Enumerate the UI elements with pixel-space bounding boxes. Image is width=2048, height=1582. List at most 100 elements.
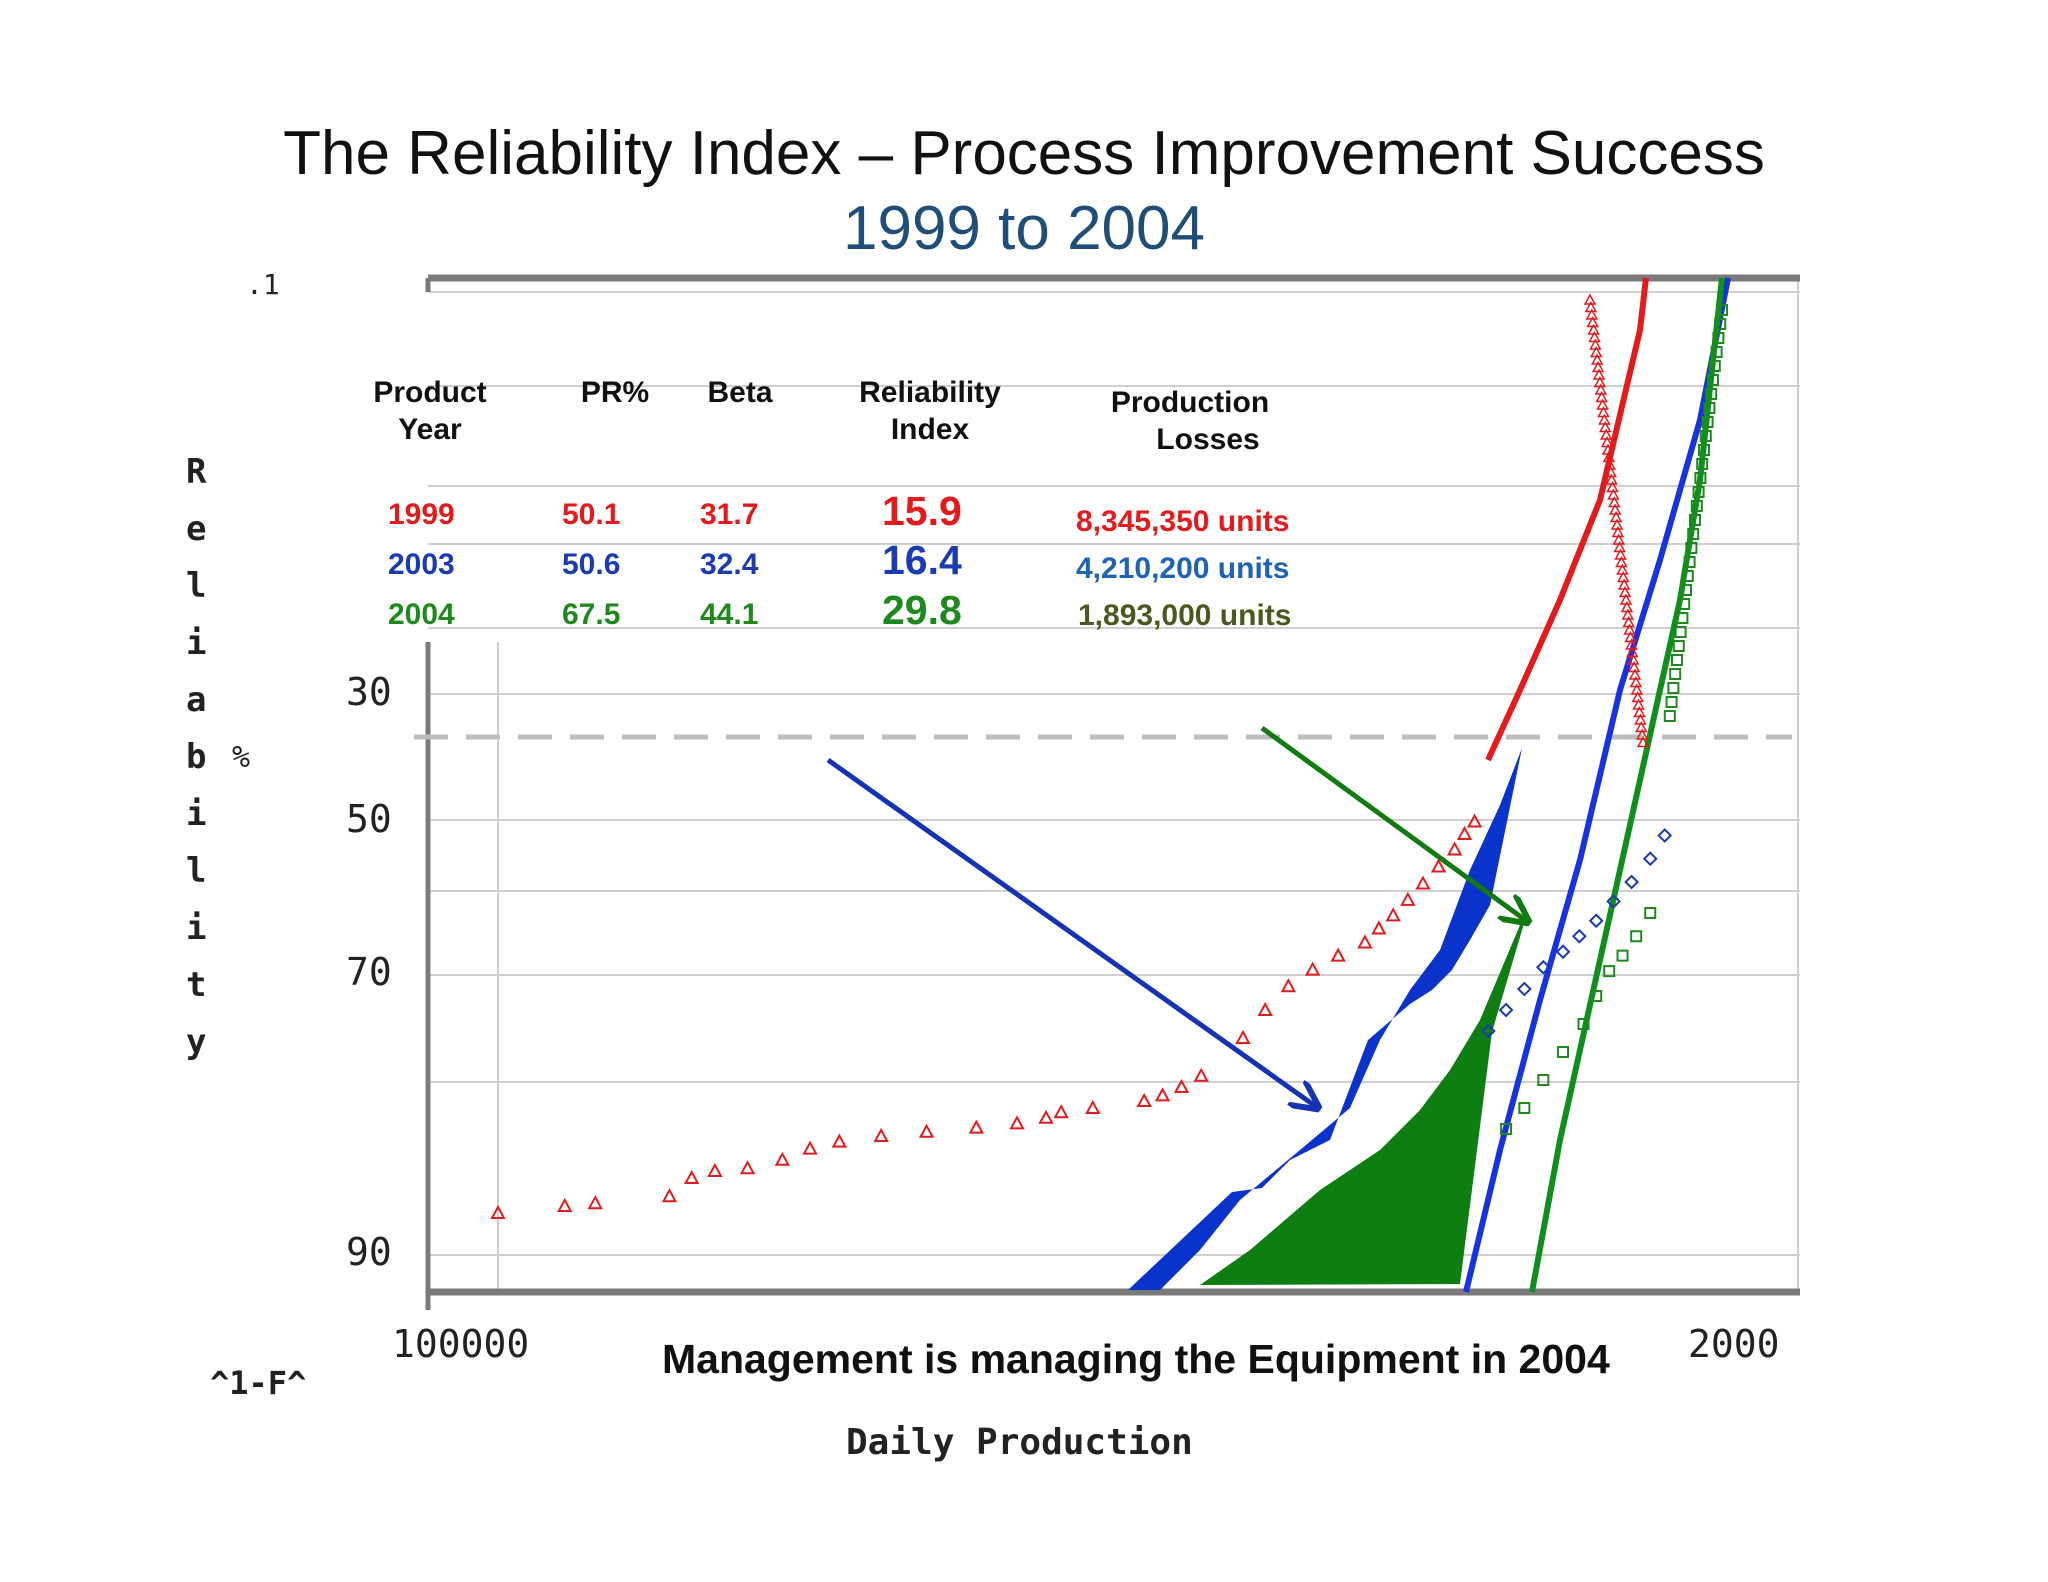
point-1999 [1009,1115,1025,1130]
slide-title: The Reliability Index – Process Improvem… [283,119,1765,188]
point-2004 [1674,626,1687,638]
y-axis-label-letter: i [186,908,207,948]
point-2003 [1516,981,1532,997]
row-1999-pr: 50.1 [562,498,621,531]
slide-subtitle: 1999 to 2004 [842,194,1205,263]
point-2004 [1707,374,1719,386]
point-1999 [831,1133,848,1148]
point-2004 [1716,304,1728,316]
row-2004-pr: 67.5 [562,598,621,631]
point-2003 [1588,913,1604,929]
green-shaded-region [1200,920,1525,1285]
x-tick-2000: 2000 [1688,1322,1780,1366]
point-2004 [1680,584,1692,596]
point-2004 [1699,430,1712,442]
point-2004 [1669,668,1682,680]
point-1999 [802,1140,818,1155]
point-2004 [1500,1123,1513,1135]
point-2003 [1642,851,1658,867]
point-2004 [1590,990,1603,1002]
row-2004-index: 29.8 [882,587,962,633]
point-2003 [1555,944,1571,960]
point-1999 [918,1123,935,1138]
corner-label: ^1-F^ [210,1364,307,1402]
row-1999-year: 1999 [388,498,455,531]
row-2003-losses: 4,210,200 units [1076,552,1290,585]
row-1999-index: 15.9 [882,488,962,534]
y-tick-70: 70 [346,950,392,994]
point-1999 [968,1119,985,1134]
y-axis-label-letter: l [186,851,207,891]
point-1999 [1400,891,1416,906]
y-axis-label-letter: i [186,623,207,663]
point-2004 [1557,1046,1570,1058]
point-2003 [1535,959,1551,975]
green-arrow [1260,725,1528,922]
point-1999 [1038,1109,1054,1124]
point-1999 [1357,934,1373,949]
point-1999 [1235,1029,1251,1044]
point-1999 [1430,858,1447,873]
point-2004 [1685,542,1698,554]
point-1999 [1085,1099,1101,1114]
x-tick-2000-clip: 2000 [1688,1322,1800,1370]
point-1999 [1173,1078,1190,1093]
point-1999 [1330,947,1346,962]
point-2004 [1630,930,1643,943]
header-production-losses: Production Losses [1080,384,1300,458]
row-1999-beta: 31.7 [700,498,759,531]
point-1999 [1636,735,1650,748]
point-2004 [1671,654,1683,666]
point-2004 [1667,682,1680,694]
point-2004 [1683,556,1696,568]
point-2003 [1571,928,1587,944]
point-1999 [1280,978,1297,993]
point-2004 [1694,472,1707,484]
header-beta: Beta [707,376,773,409]
header-reliability-index: Reliability Index [850,374,1010,448]
point-1999 [1136,1092,1152,1107]
row-2004-beta: 44.1 [700,598,759,631]
x-tick-100000: 100000 [392,1322,530,1366]
shaded-regions [1128,748,1525,1290]
point-2004 [1714,318,1727,330]
data-points [490,293,1728,1219]
y-axis-label-letter: a [186,680,207,720]
point-2004 [1672,640,1685,652]
header-pr: PR% [580,376,650,409]
point-2004 [1518,1102,1531,1114]
point-1999 [1305,961,1321,976]
point-2004 [1698,444,1710,456]
header-losses: Losses [1156,423,1260,456]
point-1999 [873,1127,889,1142]
y-axis-label-letter: l [186,566,207,606]
y-tick-top: .1 [246,268,280,301]
point-1999 [774,1151,791,1166]
point-2004 [1681,570,1694,582]
header-index: Index [890,413,970,446]
point-2004 [1703,402,1716,414]
point-2004 [1678,598,1691,610]
point-1999 [1466,813,1483,828]
point-2003 [1606,893,1622,909]
row-2003-year: 2003 [388,548,455,581]
point-1999 [1193,1067,1209,1082]
y-axis-percent: % [232,740,251,775]
y-tick-30: 30 [346,670,392,714]
fit-line-1 [1485,277,1649,762]
blue-arrow [826,757,1318,1108]
point-1999 [1053,1104,1069,1119]
point-2004 [1710,346,1723,358]
annotation-arrows [826,725,1528,1108]
point-2004 [1577,1018,1590,1030]
y-axis-label-letter: y [186,1022,207,1062]
row-2004-year: 2004 [388,598,455,631]
caption: Management is managing the Equipment in … [662,1336,1610,1382]
point-2004 [1712,332,1725,344]
row-2003-beta: 32.4 [700,548,759,581]
point-1999 [1257,1001,1273,1016]
point-1999 [1371,920,1387,935]
point-1999 [707,1162,723,1177]
point-2004 [1708,360,1721,372]
point-2003 [1498,1002,1514,1018]
